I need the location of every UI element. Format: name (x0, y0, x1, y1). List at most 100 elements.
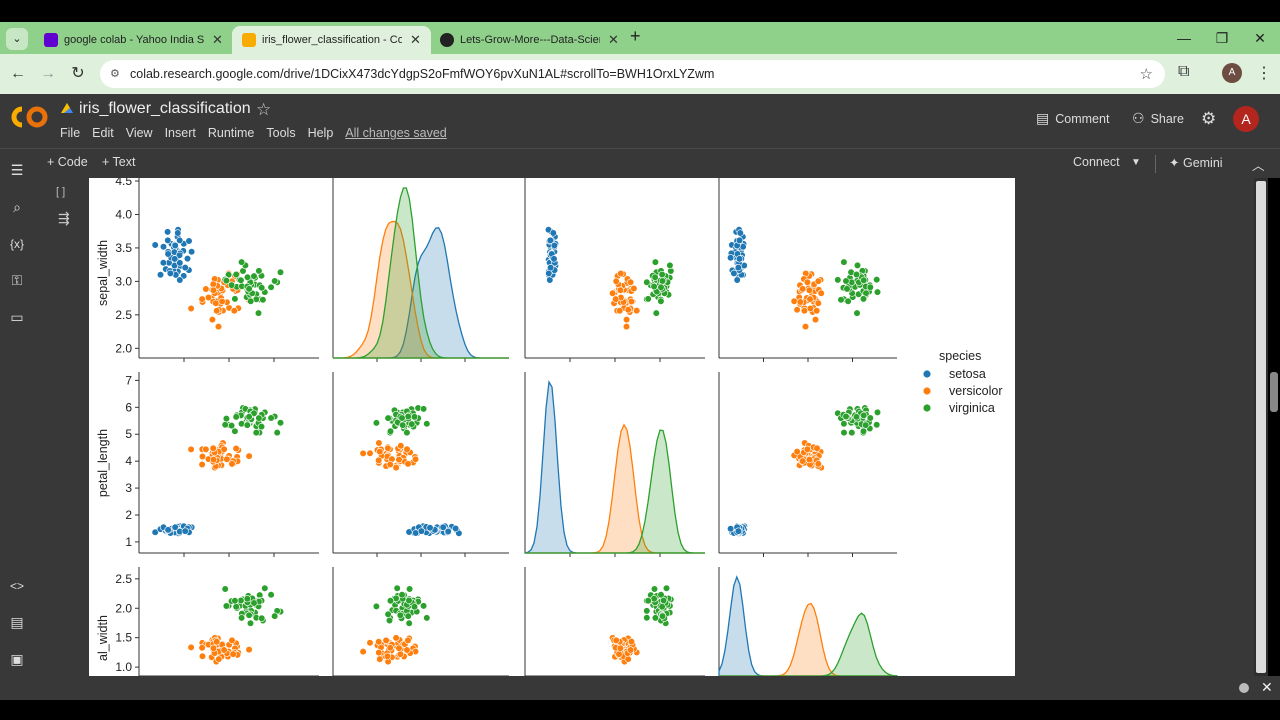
close-panel-icon[interactable]: ✕ (1261, 679, 1273, 695)
point-virginica (258, 614, 266, 622)
drive-icon (61, 103, 73, 113)
share-button[interactable]: ⚇ Share (1132, 110, 1184, 127)
point-virginica (259, 296, 267, 304)
new-tab-icon[interactable]: + (630, 26, 641, 46)
point-virginica (393, 584, 401, 592)
point-setosa (175, 251, 184, 259)
bookmark-star-icon[interactable]: ☆ (1139, 66, 1153, 83)
point-virginica (873, 288, 882, 296)
reload-icon[interactable]: ↻ (71, 65, 85, 82)
point-virginica (232, 413, 240, 421)
table-of-contents-icon[interactable]: ☰ (10, 162, 24, 178)
point-virginica (386, 427, 395, 435)
notebook-title[interactable]: iris_flower_classification (79, 100, 251, 117)
colab-logo-icon[interactable] (10, 104, 50, 130)
point-virginica (658, 270, 666, 279)
cell-run-bracket[interactable]: [ ] (56, 186, 66, 198)
point-virginica (650, 282, 658, 291)
point-setosa (174, 229, 182, 237)
menu-runtime[interactable]: Runtime (207, 126, 255, 140)
close-icon[interactable]: ✕ (212, 32, 223, 47)
point-virginica (853, 309, 861, 317)
point-virginica (643, 607, 651, 615)
kde-area-virginica (719, 612, 898, 676)
extensions-icon[interactable]: ⧉ (1178, 63, 1190, 80)
settings-gear-icon[interactable]: ⚙ (1201, 109, 1217, 128)
menu-file[interactable]: File (60, 126, 81, 140)
terminal-icon[interactable]: ▣ (10, 651, 24, 667)
table-of-contents-icon[interactable]: ☰ (10, 162, 24, 178)
point-virginica (657, 297, 665, 305)
search-icon[interactable]: ⌕ (13, 199, 21, 215)
star-icon[interactable]: ☆ (256, 100, 272, 119)
point-virginica (250, 272, 258, 280)
point-virginica (852, 270, 861, 279)
gemini-label: Gemini (1182, 156, 1223, 170)
tab-search-icon[interactable]: ⌄ (6, 28, 28, 50)
restore-icon[interactable]: ❐ (1215, 30, 1229, 46)
point-versicolor (404, 636, 412, 645)
point-virginica (246, 619, 255, 627)
point-virginica (859, 295, 868, 303)
point-versicolor (803, 445, 812, 453)
forward-icon[interactable]: → (40, 65, 56, 82)
close-icon[interactable]: ✕ (410, 32, 421, 47)
gemini-button[interactable]: ✦ Gemini (1169, 155, 1223, 170)
tab-yahoo[interactable]: google colab - Yahoo India Sea ✕ (34, 26, 233, 54)
site-info-icon[interactable]: ⚙ (110, 68, 120, 80)
point-virginica (255, 414, 263, 422)
y-tick-label: 2.0 (115, 341, 132, 355)
point-versicolor (612, 277, 620, 285)
profile-avatar[interactable]: A (1222, 63, 1242, 83)
variables-icon[interactable]: {x} (9, 237, 24, 251)
point-virginica (657, 283, 665, 291)
secrets-key-icon[interactable]: ⚿ (11, 272, 23, 288)
point-setosa (164, 236, 172, 245)
command-palette-icon[interactable]: ▤ (10, 614, 24, 630)
y-tick-label: 1 (125, 535, 132, 549)
scrollbar-thumb[interactable] (1256, 181, 1266, 673)
point-versicolor (411, 455, 420, 463)
menu-help[interactable]: Help (307, 126, 334, 140)
menu-edit[interactable]: Edit (92, 126, 114, 140)
url-input[interactable]: ⚙ colab.research.google.com/drive/1DCixX… (100, 60, 1165, 88)
point-virginica (238, 258, 246, 266)
back-icon[interactable]: ← (10, 65, 26, 82)
code-snippets-icon[interactable]: <> (9, 579, 24, 593)
menu-insert[interactable]: Insert (164, 126, 196, 140)
y-tick-label: 2.5 (115, 308, 132, 322)
browser-menu-icon[interactable]: ⋮ (1256, 65, 1272, 82)
menu-view[interactable]: View (125, 126, 153, 140)
colab-avatar[interactable]: A (1233, 106, 1259, 132)
page-scroll-indicator[interactable] (1270, 372, 1278, 412)
point-versicolor (209, 444, 217, 452)
output-actions-icon[interactable]: ⇶ (58, 210, 70, 226)
point-virginica (385, 616, 394, 625)
save-status[interactable]: All changes saved (345, 126, 447, 140)
point-virginica (423, 420, 431, 428)
menu-tools[interactable]: Tools (266, 126, 296, 140)
point-setosa (171, 523, 179, 531)
add-code-button[interactable]: + Code (47, 155, 88, 169)
point-versicolor (793, 448, 801, 456)
point-virginica (252, 429, 260, 437)
connect-dropdown-icon[interactable]: ▼ (1131, 157, 1141, 168)
close-icon[interactable]: ✕ (608, 32, 619, 47)
files-folder-icon[interactable]: ▭ (10, 309, 24, 325)
add-text-button[interactable]: + Text (102, 155, 136, 169)
point-versicolor (359, 449, 367, 458)
y-tick-label: 2.5 (115, 572, 132, 586)
tab-github[interactable]: Lets-Grow-More---Data-Scienc ✕ (430, 26, 629, 54)
point-versicolor (208, 316, 216, 324)
point-versicolor (366, 449, 374, 457)
tab-colab[interactable]: iris_flower_classification - Colab ✕ (232, 26, 431, 54)
point-setosa (426, 524, 434, 532)
window-close-icon[interactable]: ✕ (1254, 30, 1266, 46)
comment-button[interactable]: ▤ Comment (1036, 110, 1109, 127)
point-virginica (250, 599, 258, 607)
minimize-icon[interactable]: — (1177, 30, 1191, 46)
collapse-chevron-icon[interactable]: ︿ (1252, 159, 1265, 173)
point-versicolor (392, 464, 400, 472)
connect-button[interactable]: Connect (1073, 155, 1120, 169)
point-virginica (662, 584, 671, 592)
